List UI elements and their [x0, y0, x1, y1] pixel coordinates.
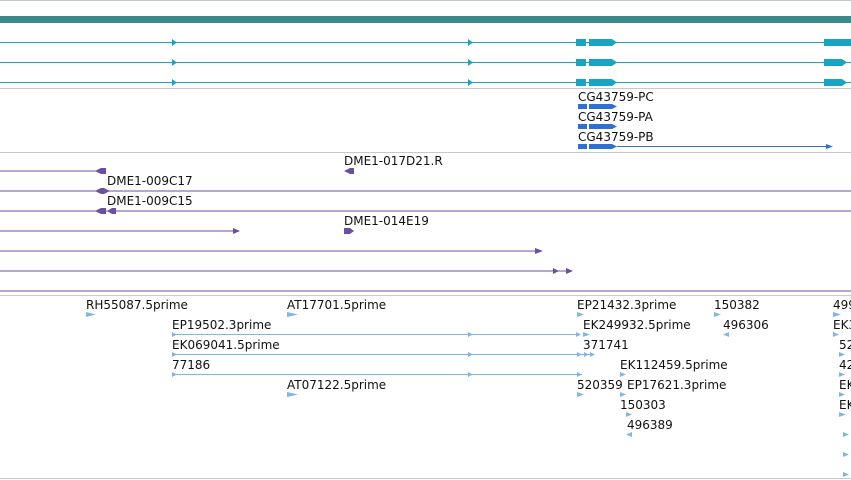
est-arrow: [583, 332, 590, 337]
est-arrow: [468, 332, 473, 337]
est-label[interactable]: 52: [839, 338, 851, 352]
est-label[interactable]: EK112459.5prime: [620, 358, 728, 372]
clone-row: [0, 248, 543, 254]
est-arrow: [576, 332, 581, 337]
est-label[interactable]: EK249932.5prime: [583, 318, 691, 332]
est-label[interactable]: EK3: [833, 318, 851, 332]
est-label[interactable]: EK: [839, 398, 851, 412]
est-arrow: [843, 472, 849, 477]
transcript-row: [0, 79, 851, 86]
est-arrow: [468, 352, 473, 357]
clone-row: [0, 188, 851, 194]
est-arrow: [839, 392, 845, 397]
est-label[interactable]: 150303: [620, 398, 666, 412]
est-arrow: [468, 372, 473, 377]
est-arrow: [287, 392, 298, 397]
est-label[interactable]: AT17701.5prime: [287, 298, 387, 312]
est-label[interactable]: 496306: [723, 318, 769, 332]
transcript-arrow: [468, 39, 473, 46]
transcript-row: [0, 39, 851, 46]
est-label[interactable]: 150382: [714, 298, 760, 312]
track-divider: [0, 478, 851, 479]
est-label[interactable]: EK: [839, 378, 851, 392]
clone-track: [0, 168, 851, 292]
est-arrow: [577, 352, 582, 357]
clone-label[interactable]: DME1-009C15: [107, 194, 193, 208]
est-label[interactable]: 77186: [172, 358, 211, 372]
transcript-exon: [576, 59, 586, 66]
est-arrow: [714, 312, 721, 317]
est-label[interactable]: 499: [833, 298, 851, 312]
est-arrow: [590, 352, 595, 357]
est-arrow: [839, 412, 846, 417]
gene-label[interactable]: CG43759-PA: [578, 110, 653, 124]
est-track: [86, 312, 849, 477]
est-label[interactable]: EP21432.3prime: [577, 298, 677, 312]
track-divider: [0, 295, 851, 296]
track-divider: [0, 88, 851, 89]
transcript-arrow: [468, 79, 473, 86]
transcript-exon: [576, 79, 586, 86]
est-arrow: [577, 312, 584, 317]
clone-label[interactable]: DME1-017D21.R: [344, 154, 443, 168]
clone-row: [0, 168, 354, 174]
gene-track: [578, 104, 833, 149]
gene-model: [578, 104, 617, 109]
track-divider: [0, 0, 851, 1]
gene-model: [578, 144, 833, 149]
est-label[interactable]: EK069041.5prime: [172, 338, 280, 352]
est-arrow: [833, 332, 839, 337]
transcript-arrow: [468, 59, 473, 66]
transcript-exon: [589, 79, 617, 86]
est-label[interactable]: AT07122.5prime: [287, 378, 387, 392]
est-arrow: [172, 332, 177, 337]
est-label[interactable]: RH55087.5prime: [86, 298, 188, 312]
est-label[interactable]: 371741: [583, 338, 629, 352]
est-arrow: [626, 412, 632, 417]
transcript-exon: [589, 39, 617, 46]
est-label[interactable]: EP19502.3prime: [172, 318, 272, 332]
transcript-arrow: [172, 79, 177, 86]
clone-label[interactable]: DME1-009C17: [107, 174, 193, 188]
est-arrow: [584, 352, 589, 357]
clone-row: [0, 268, 573, 274]
contig-bar[interactable]: [0, 16, 851, 23]
est-arrow: [577, 392, 584, 397]
est-arrow: [577, 372, 582, 377]
est-arrow: [86, 312, 96, 317]
est-label[interactable]: 520359: [577, 378, 623, 392]
est-arrow: [620, 392, 626, 397]
gene-label[interactable]: CG43759-PB: [578, 130, 654, 144]
est-arrow: [723, 332, 729, 337]
clone-row: [0, 228, 354, 234]
track-divider: [0, 152, 851, 153]
est-arrow: [172, 352, 177, 357]
transcript-track: [0, 39, 851, 86]
clone-row: [0, 208, 851, 214]
est-arrow: [626, 432, 632, 437]
gene-model: [578, 124, 617, 129]
est-arrow: [833, 312, 841, 317]
transcript-exon: [824, 39, 851, 46]
transcript-exon: [589, 59, 617, 66]
clone-label[interactable]: DME1-014E19: [344, 214, 429, 228]
transcript-row: [0, 59, 851, 66]
transcript-exon: [576, 39, 586, 46]
est-arrow: [287, 312, 298, 317]
transcript-exon: [824, 59, 847, 66]
est-arrow: [843, 432, 849, 437]
est-arrow: [839, 352, 845, 357]
est-label[interactable]: 496389: [627, 418, 673, 432]
transcript-arrow: [172, 39, 177, 46]
est-arrow: [839, 372, 845, 377]
est-arrow: [843, 452, 849, 457]
transcript-exon: [824, 79, 847, 86]
transcript-arrow: [172, 59, 177, 66]
gene-label[interactable]: CG43759-PC: [578, 90, 654, 104]
est-label[interactable]: 42: [839, 358, 851, 372]
est-arrow: [620, 372, 626, 377]
est-label[interactable]: EP17621.3prime: [627, 378, 727, 392]
est-arrow: [172, 372, 177, 377]
